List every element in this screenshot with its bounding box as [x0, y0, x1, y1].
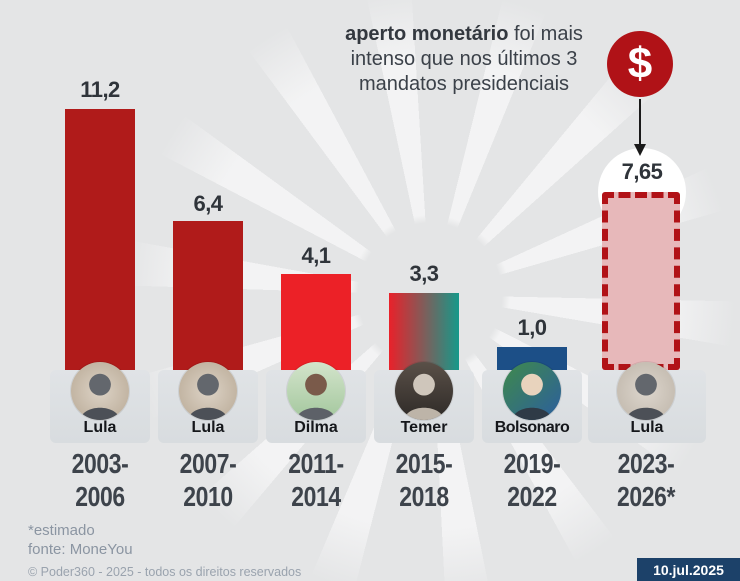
title-line-1: aperto monetário foi mais: [345, 23, 583, 45]
bar-value: 6,4: [193, 191, 223, 216]
date-badge: 10.jul.2025: [637, 558, 740, 581]
term-label: 2015- 2018: [395, 448, 453, 512]
president-photo: [179, 362, 237, 420]
term-label: 2019- 2022: [503, 448, 561, 512]
bar-lula-2007: [173, 221, 243, 370]
dollar-symbol: $: [627, 39, 653, 88]
president-photo: [395, 362, 453, 420]
estimated-note: *estimado: [28, 522, 95, 539]
title-line-3: mandatos presidenciais: [358, 73, 570, 95]
president-name: Temer: [400, 419, 448, 436]
bar-value: 11,2: [80, 77, 120, 102]
term-label: 2023- 2026*: [617, 448, 675, 512]
term-label: 2011- 2014: [288, 448, 344, 512]
bar-lula-2003: [65, 109, 135, 370]
president-photo: [287, 362, 345, 420]
president-name: Lula: [191, 419, 225, 436]
copyright-note: © Poder360 - 2025 - todos os direitos re…: [28, 565, 302, 579]
president-photo: [617, 362, 675, 420]
president-photo: [71, 362, 129, 420]
arrow-down-icon: [634, 99, 646, 156]
bar-bolsonaro-2019: [497, 347, 567, 370]
bar-temer-2015: [389, 293, 459, 370]
title-line-2: intenso que nos últimos 3: [350, 48, 578, 70]
bar-value-estimated: 7,65: [621, 159, 663, 184]
bar-value: 4,1: [301, 243, 331, 268]
president-photo: [503, 362, 561, 420]
bar-value: 3,3: [409, 261, 439, 286]
chart-title: aperto monetário foi mais intenso que no…: [323, 22, 605, 97]
bar-lula-2023-estimated: [602, 192, 680, 370]
bar-dilma-2011: [281, 274, 351, 370]
president-name: Lula: [630, 419, 664, 436]
president-name: Dilma: [294, 419, 338, 436]
president-name: Lula: [83, 419, 117, 436]
dollar-icon: $: [607, 31, 673, 97]
term-label: 2003- 2006: [71, 448, 129, 512]
president-name: Bolsonaro: [494, 419, 570, 436]
bar-value: 1,0: [517, 315, 547, 340]
source-note: fonte: MoneYou: [28, 541, 133, 558]
footer: *estimado fonte: MoneYou © Poder360 - 20…: [28, 521, 301, 581]
term-label: 2007- 2010: [179, 448, 237, 512]
